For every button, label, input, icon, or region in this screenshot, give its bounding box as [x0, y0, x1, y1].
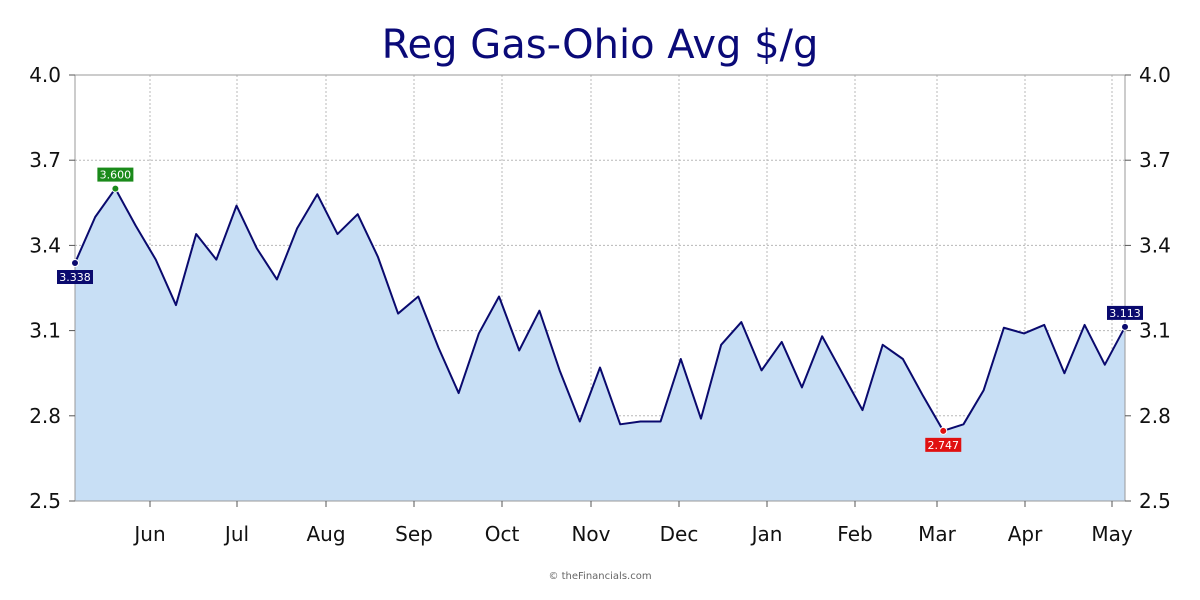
- x-tick-label: Oct: [485, 522, 520, 546]
- start-point: [71, 259, 79, 268]
- value-labels: 3.338 3.600 2.747 3.113: [57, 167, 1143, 452]
- start-label-box: [57, 270, 93, 285]
- y-tick-label-left: 3.7: [29, 148, 61, 172]
- y-tick-label-right: 4.0: [1139, 63, 1171, 87]
- high-point: [111, 184, 120, 193]
- plot-border: [74, 74, 1126, 502]
- high-label-box: [97, 167, 134, 182]
- area-fill: [75, 188, 1125, 501]
- x-tick-label: Dec: [660, 522, 699, 546]
- y-tick-label-right: 3.4: [1139, 233, 1171, 257]
- x-tick-label: Sep: [395, 522, 433, 546]
- start-label: 3.338: [59, 271, 91, 284]
- series-line: [74, 187, 1126, 432]
- end-label-box: [1107, 305, 1143, 320]
- high-label: 3.600: [100, 169, 132, 182]
- credit-text: © theFinancials.com: [548, 571, 651, 582]
- x-tick-label: Apr: [1008, 522, 1043, 546]
- x-tick-label: Jun: [132, 522, 165, 546]
- y-tick-label-right: 3.7: [1139, 148, 1171, 172]
- y-tick-label-right: 3.1: [1139, 319, 1171, 343]
- y-tick-label-left: 3.4: [29, 233, 61, 257]
- x-tick-label: Jul: [223, 522, 249, 546]
- x-tick-label: Aug: [306, 522, 345, 546]
- chart-title: Reg Gas-Ohio Avg $/g: [382, 22, 819, 68]
- x-tick-label: Feb: [837, 522, 872, 546]
- low-point: [939, 426, 948, 435]
- low-label: 2.747: [928, 439, 960, 452]
- x-axis: Jun Jul Aug Sep Oct Nov Dec Jan Feb Mar Apr May: [132, 501, 1133, 546]
- y-axis-right: 2.5 2.8 3.1 3.4 3.7 4.0: [1125, 63, 1171, 513]
- end-point: [1121, 322, 1129, 331]
- area-layer: [74, 187, 1126, 501]
- x-tick-label: Mar: [918, 522, 957, 546]
- y-tick-label-left: 4.0: [29, 63, 61, 87]
- y-tick-label-right: 2.8: [1139, 404, 1171, 428]
- plot-frame: [74, 74, 1126, 502]
- y-tick-label-left: 2.8: [29, 404, 61, 428]
- end-label: 3.113: [1109, 307, 1141, 320]
- y-tick-label-right: 2.5: [1139, 489, 1171, 513]
- x-tick-label: Nov: [571, 522, 610, 546]
- y-tick-label-left: 3.1: [29, 319, 61, 343]
- low-label-box: [925, 437, 962, 452]
- y-tick-label-left: 2.5: [29, 489, 61, 513]
- x-tick-label: Jan: [750, 522, 783, 546]
- y-axis-left: 2.5 2.8 3.1 3.4 3.7 4.0: [29, 63, 75, 513]
- x-tick-label: May: [1091, 522, 1133, 546]
